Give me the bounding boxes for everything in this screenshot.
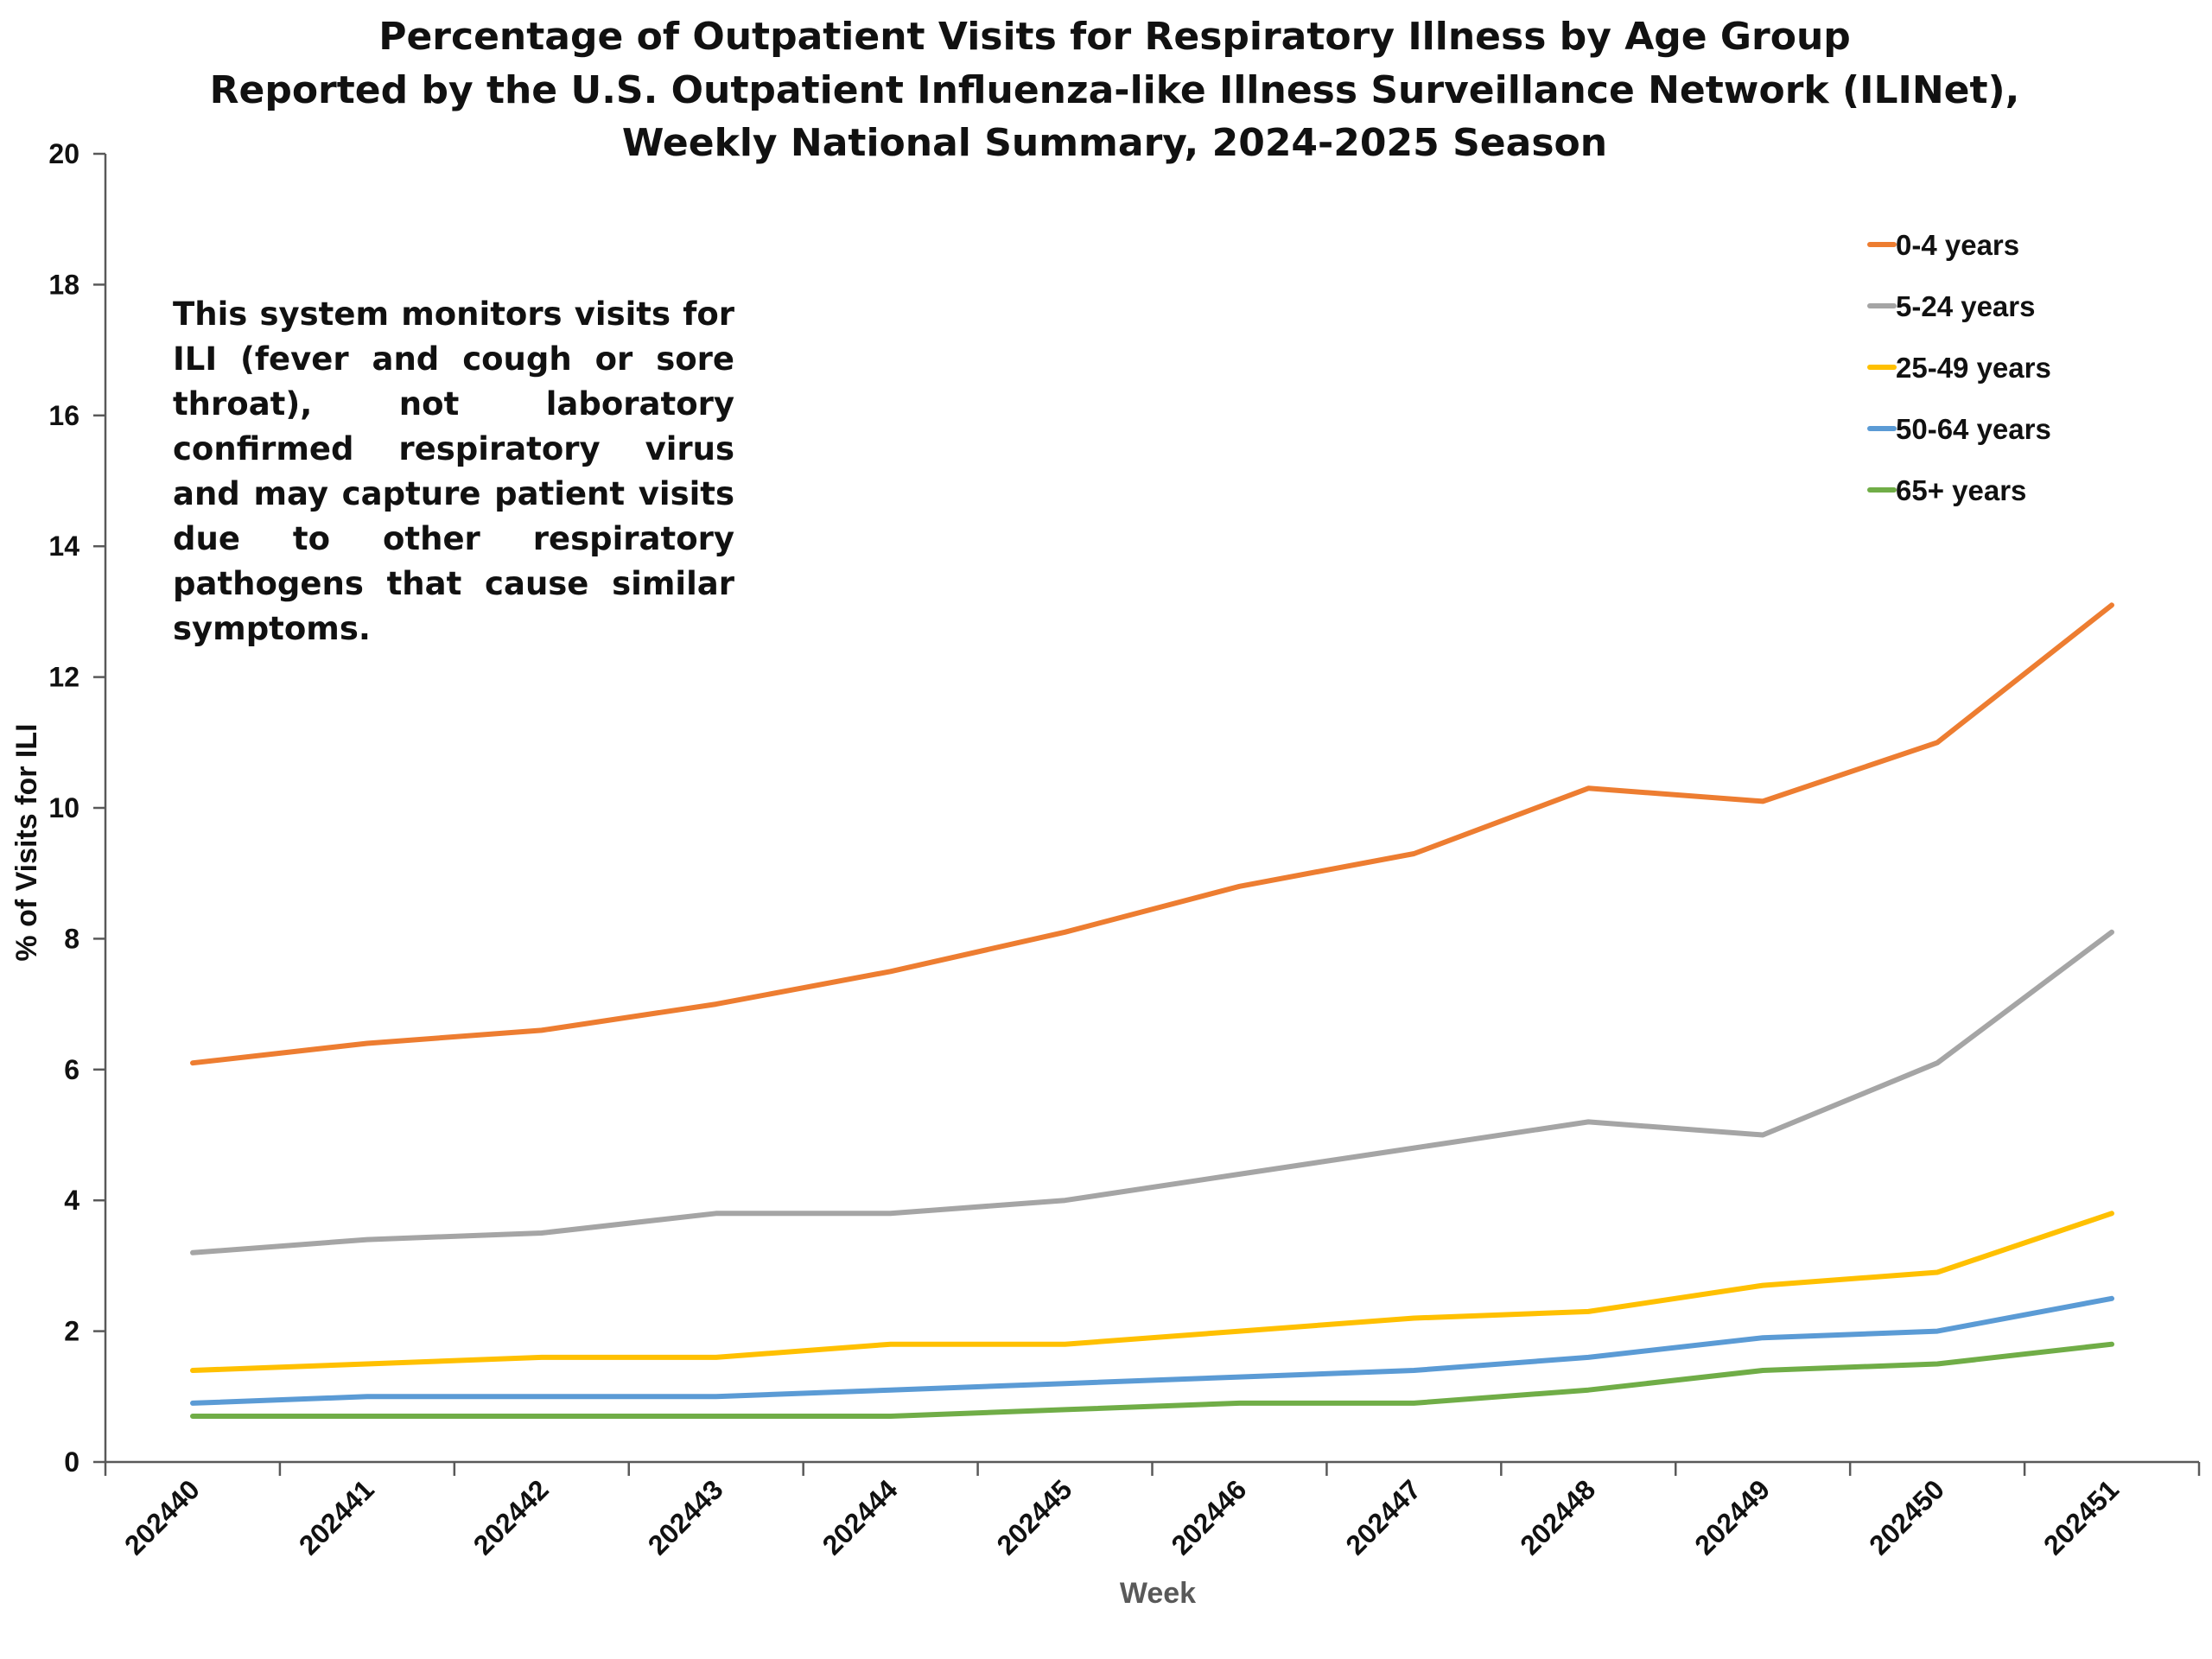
- y-tick-label: 8: [64, 923, 79, 954]
- x-tick-label: 202447: [1339, 1473, 1427, 1560]
- chart-annotation: This system monitors visits for ILI (fev…: [173, 296, 734, 647]
- x-tick-label: 202450: [1863, 1473, 1950, 1560]
- legend-label: 65+ years: [1896, 474, 2026, 506]
- series-lines: [190, 602, 2114, 1419]
- x-axis-ticks: 202440 202441 202442 202443 202444 202445 2024…: [104, 1462, 2201, 1560]
- series-line-0-4-years: [190, 602, 2114, 1066]
- y-tick-label: 6: [64, 1054, 79, 1085]
- y-tick-label: 20: [48, 138, 79, 169]
- x-tick-label: 202443: [642, 1473, 729, 1560]
- y-axis-title: % of Visits for ILI: [10, 723, 43, 961]
- x-tick-label: 202442: [467, 1473, 555, 1560]
- series-line-50-64-years: [190, 1295, 2114, 1406]
- x-tick-label: 202440: [118, 1473, 206, 1560]
- legend-label: 50-64 years: [1896, 413, 2051, 445]
- x-tick-label: 202441: [293, 1473, 380, 1560]
- x-tick-label: 202446: [1165, 1473, 1252, 1560]
- y-tick-label: 14: [48, 531, 79, 562]
- x-axis-title: Week: [1120, 1577, 1196, 1610]
- series-line-65-years: [190, 1341, 2114, 1419]
- y-tick-label: 16: [48, 400, 79, 431]
- y-tick-label: 4: [64, 1185, 79, 1216]
- chart-title-line-1: Percentage of Outpatient Visits for Resp…: [378, 15, 1851, 59]
- x-tick-label: 202449: [1688, 1473, 1776, 1560]
- legend-label: 0-4 years: [1896, 229, 2019, 261]
- series-line-5-24-years: [190, 929, 2114, 1255]
- legend-label: 25-49 years: [1896, 352, 2051, 384]
- series-line-25-49-years: [190, 1211, 2114, 1373]
- y-tick-label: 0: [64, 1446, 79, 1478]
- chart-title: Percentage of Outpatient Visits for Resp…: [210, 15, 2020, 165]
- legend-label: 5-24 years: [1896, 290, 2035, 322]
- y-axis-ticks: 0 2 4 6 8 10 12 14 16 18 20: [48, 138, 105, 1478]
- x-tick-label: 202451: [2037, 1473, 2125, 1560]
- x-tick-label: 202445: [991, 1473, 1078, 1560]
- y-tick-label: 10: [48, 792, 79, 823]
- y-tick-label: 2: [64, 1316, 79, 1347]
- x-tick-label: 202444: [817, 1473, 904, 1560]
- y-tick-label: 18: [48, 269, 79, 300]
- x-tick-label: 202448: [1514, 1473, 1601, 1560]
- chart-title-line-2: Reported by the U.S. Outpatient Influenz…: [210, 68, 2020, 112]
- y-tick-label: 12: [48, 662, 79, 693]
- legend: 0-4 years 5-24 years 25-49 years 50-64 year…: [1867, 229, 2051, 506]
- chart-title-line-3: Weekly National Summary, 2024-2025 Seaso…: [622, 121, 1607, 165]
